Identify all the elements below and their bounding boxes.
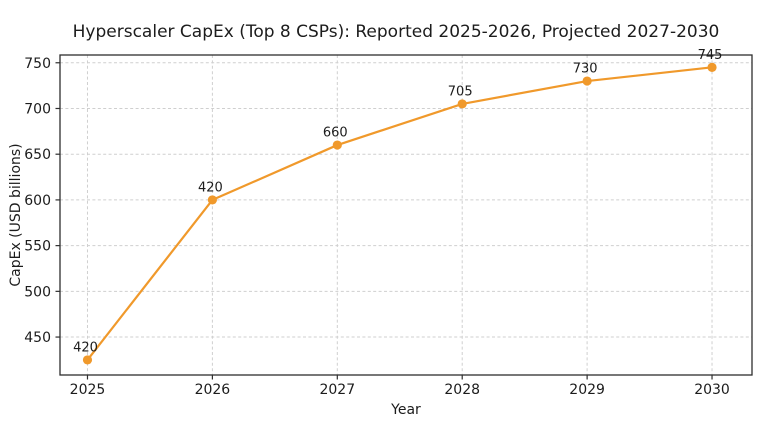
x-axis-label: Year [391,402,421,418]
y-tick-label: 700 [24,101,51,117]
data-point [332,140,342,150]
y-tick-label: 650 [24,147,51,163]
point-labels: 420 420 660 705 730 745 [73,48,722,356]
gridlines [60,55,752,375]
y-tick-label: 550 [24,239,51,255]
x-tick-label: 2025 [70,382,106,398]
series-markers [82,62,717,365]
x-tick-label: 2030 [694,382,730,398]
data-point-label: 420 [198,180,223,195]
data-point [207,195,217,205]
data-point [707,62,717,72]
data-point [457,99,467,109]
x-tick-label: 2028 [444,382,480,398]
tick-marks [55,62,713,380]
y-tick-label: 600 [24,193,51,209]
x-tick-label: 2029 [569,382,605,398]
y-tick-label: 750 [24,56,51,72]
y-tick-labels: 450 500 550 600 650 700 750 [24,56,51,346]
data-point [82,355,93,365]
data-point-label: 730 [573,62,598,77]
chart-title: Hyperscaler CapEx (Top 8 CSPs): Reported… [72,22,720,42]
y-tick-label: 450 [24,330,51,346]
data-point-label: 745 [698,48,723,63]
axes-frame [59,54,753,376]
x-tick-label: 2026 [195,382,231,398]
y-axis-label: CapEx (USD billions) [8,143,24,287]
data-point [582,76,592,86]
series-line [86,66,713,361]
x-tick-labels: 2025 2026 2027 2028 2029 2030 [70,382,730,398]
data-point-label: 660 [323,126,348,141]
data-point-label: 420 [73,340,98,355]
x-tick-label: 2027 [319,382,355,398]
y-tick-label: 500 [24,284,51,300]
data-point-label: 705 [448,84,473,99]
